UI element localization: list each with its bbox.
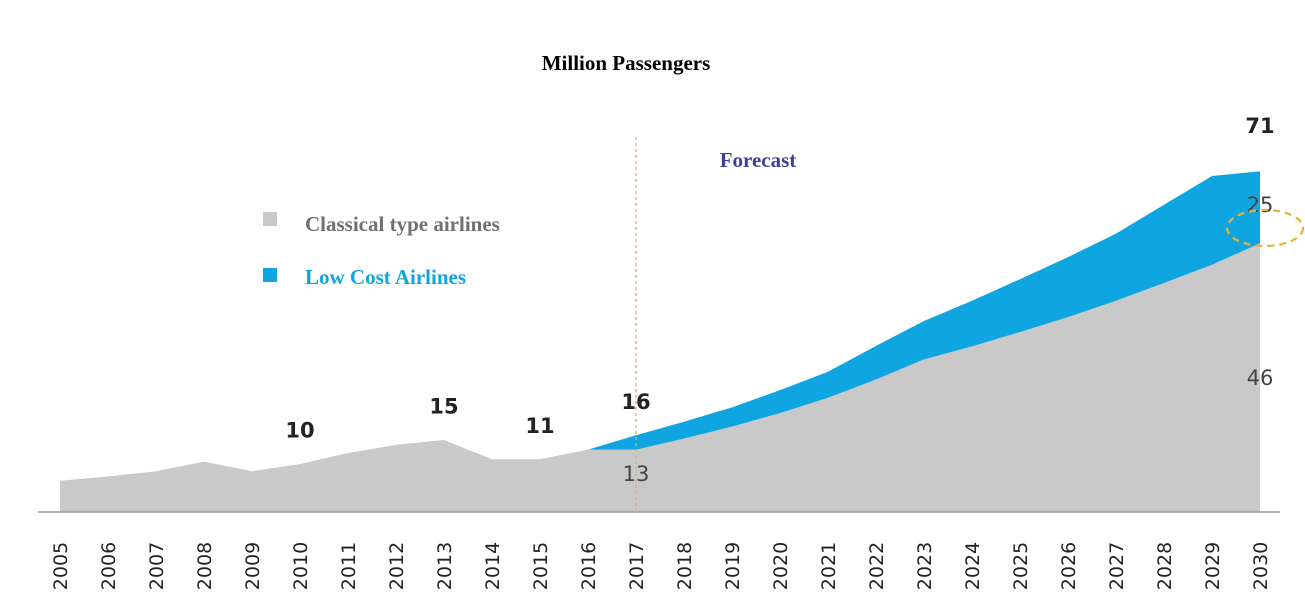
legend-swatch-low-cost (263, 268, 277, 282)
legend: Classical type airlines Low Cost Airline… (263, 212, 500, 289)
x-tick-label: 2008 (194, 542, 216, 590)
x-tick-label: 2028 (1154, 542, 1176, 590)
x-tick-label: 2023 (914, 542, 936, 590)
x-tick-label: 2011 (338, 542, 360, 590)
legend-label-classical: Classical type airlines (305, 212, 500, 236)
x-tick-label: 2009 (242, 542, 264, 590)
data-label: 25 (1247, 193, 1274, 217)
x-tick-label: 2007 (146, 542, 168, 590)
x-tick-label: 2030 (1250, 542, 1272, 590)
x-tick-label: 2010 (290, 542, 312, 590)
x-tick-label: 2016 (578, 542, 600, 590)
x-tick-label: 2018 (674, 542, 696, 590)
x-tick-label: 2027 (1106, 542, 1128, 590)
x-tick-label: 2005 (50, 542, 72, 590)
x-tick-label: 2021 (818, 542, 840, 590)
x-tick-label: 2017 (626, 542, 648, 590)
x-tick-label: 2024 (962, 542, 984, 590)
data-label: 46 (1247, 366, 1274, 390)
data-label: 16 (621, 390, 650, 414)
chart-title: Million Passengers (542, 51, 711, 75)
data-label-layer: 10 15 11 16 13 71 46 25 (285, 114, 1274, 486)
x-tick-label: 2020 (770, 542, 792, 590)
x-tick-label: 2025 (1010, 542, 1032, 590)
x-tick-label: 2006 (98, 542, 120, 590)
highlight-circle-2030-low-cost (1225, 208, 1305, 248)
area-series-1 (60, 171, 1260, 481)
legend-swatch-classical (263, 212, 277, 226)
data-label: 10 (285, 419, 314, 443)
area-layer (60, 171, 1260, 512)
x-tick-label: 2026 (1058, 542, 1080, 590)
x-tick-label: 2022 (866, 542, 888, 590)
data-label: 71 (1245, 114, 1274, 138)
data-label: 15 (429, 395, 458, 419)
area-series-0 (60, 243, 1260, 512)
data-label: 11 (525, 414, 554, 438)
data-label: 13 (623, 462, 650, 486)
x-tick-label: 2012 (386, 542, 408, 590)
forecast-label: Forecast (720, 148, 797, 172)
x-tick-layer: 2005 2006 2007 2008 2009 2010 2011 2012 2013 2014… (50, 542, 1272, 590)
legend-label-low-cost: Low Cost Airlines (305, 265, 466, 289)
x-tick-label: 2029 (1202, 542, 1224, 590)
x-tick-label: 2014 (482, 542, 504, 590)
x-tick-label: 2013 (434, 542, 456, 590)
x-tick-label: 2015 (530, 542, 552, 590)
x-tick-label: 2019 (722, 542, 744, 590)
